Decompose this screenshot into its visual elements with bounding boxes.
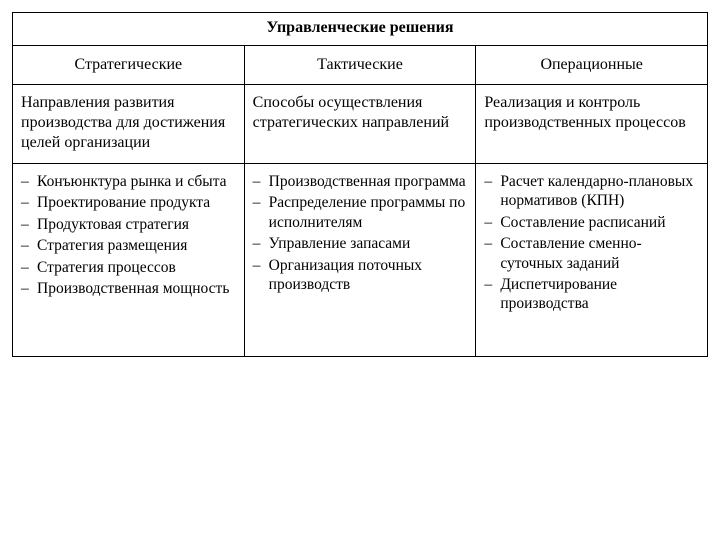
list-item: Распределение программы по исполнителям [251,193,472,232]
table-title: Управленческие решения [13,13,708,46]
list-item: Составление сменно-суточных заданий [482,234,703,273]
list-item: Составление расписаний [482,213,703,232]
list-item: Производственная программа [251,172,472,191]
list-item: Проектирование продукта [19,193,240,212]
list-item: Стратегия процессов [19,258,240,277]
col-list-strategic: Конъюнктура рынка и сбыта Проектирование… [13,164,245,357]
col-list-tactical: Производственная программа Распределение… [244,164,476,357]
col-desc-tactical: Способы осуществления стратегических нап… [244,85,476,164]
list-item: Управление запасами [251,234,472,253]
list-item: Производственная мощность [19,279,240,298]
list-item: Организация поточных производств [251,256,472,295]
list-tactical: Производственная программа Распределение… [251,172,472,294]
list-operational: Расчет календарно-плановых нормативов (К… [482,172,703,314]
list-strategic: Конъюнктура рынка и сбыта Проектирование… [19,172,240,298]
list-item: Продуктовая стратегия [19,215,240,234]
col-header-operational: Операционные [476,46,708,85]
list-item: Расчет календарно-плановых нормативов (К… [482,172,703,211]
col-desc-operational: Реализация и контроль производственных п… [476,85,708,164]
col-desc-strategic: Направления развития производства для до… [13,85,245,164]
col-header-strategic: Стратегические [13,46,245,85]
col-header-tactical: Тактические [244,46,476,85]
list-item: Диспетчирование производства [482,275,703,314]
col-list-operational: Расчет календарно-плановых нормативов (К… [476,164,708,357]
list-item: Конъюнктура рынка и сбыта [19,172,240,191]
decisions-table: Управленческие решения Стратегические Та… [12,12,708,357]
list-item: Стратегия размещения [19,236,240,255]
